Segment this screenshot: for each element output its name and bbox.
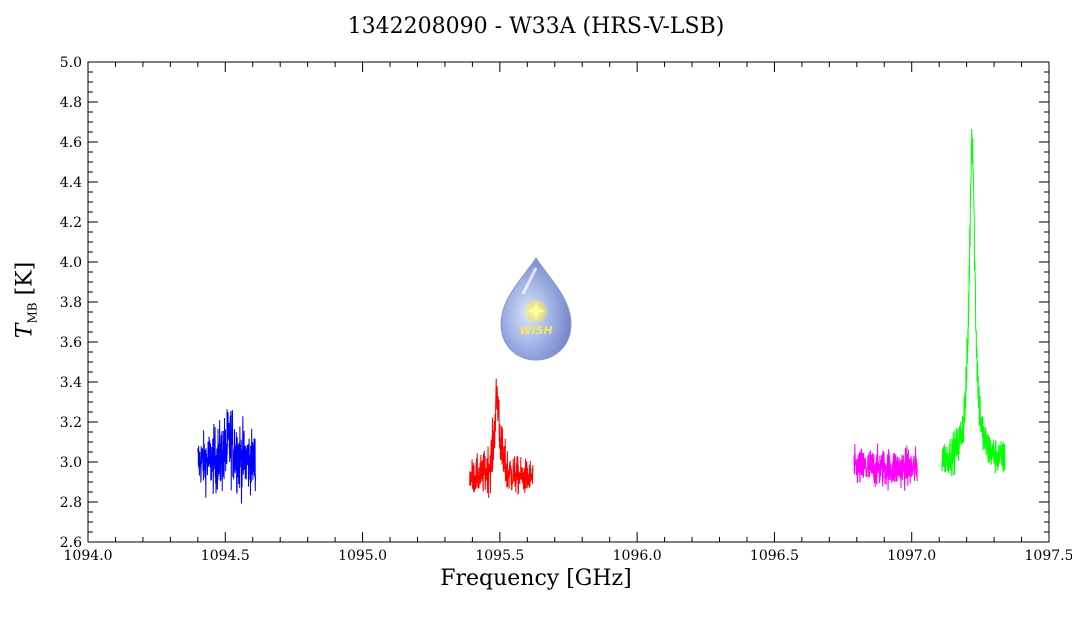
y-tick-label: 4.6 xyxy=(60,135,82,151)
series-line-2 xyxy=(853,443,918,491)
y-tick-label: 4.0 xyxy=(60,255,82,271)
x-tick-label: 1095.5 xyxy=(475,548,524,564)
y-tick-label: 2.6 xyxy=(60,535,82,551)
y-tick-label: 2.8 xyxy=(60,495,82,511)
y-tick-label: 4.8 xyxy=(60,95,82,111)
x-axis-label: Frequency [GHz] xyxy=(440,566,632,591)
y-axis-label-symbol: T xyxy=(12,323,38,339)
wish-logo: WISH xyxy=(500,257,572,361)
axes-layer: 1094.0 1094.5 1095.0 1095.5 1096.0 1096.5 1097… xyxy=(60,55,1072,564)
y-axis-label: TMB [K] xyxy=(12,262,39,338)
series-line-3 xyxy=(941,128,1006,476)
x-tick-label: 1094.5 xyxy=(201,548,250,564)
y-tick-label: 3.6 xyxy=(60,335,82,351)
series-layer xyxy=(197,128,1006,504)
chart-title: 1342208090 - W33A (HRS-V-LSB) xyxy=(347,14,725,39)
y-tick-label: 3.2 xyxy=(60,415,82,431)
x-tick-label: 1097.0 xyxy=(887,548,936,564)
y-tick-label: 3.0 xyxy=(60,455,82,471)
series-line-0 xyxy=(197,409,256,504)
x-tick-label: 1096.0 xyxy=(613,548,662,564)
x-tick-label: 1095.0 xyxy=(338,548,387,564)
y-tick-label: 3.8 xyxy=(60,295,82,311)
x-tick-label: 1096.5 xyxy=(750,548,799,564)
y-tick-label: 4.2 xyxy=(60,215,82,231)
logo-text: WISH xyxy=(519,324,552,337)
y-axis-label-unit: [K] xyxy=(12,261,38,303)
series-line-1 xyxy=(469,378,534,498)
y-tick-label: 4.4 xyxy=(60,175,82,191)
x-tick-label: 1097.5 xyxy=(1025,548,1072,564)
y-tick-label: 5.0 xyxy=(60,55,82,71)
y-axis-label-subscript: MB xyxy=(25,302,40,324)
x-tick-label: 1094.0 xyxy=(64,548,113,564)
y-tick-label: 3.4 xyxy=(60,375,82,391)
